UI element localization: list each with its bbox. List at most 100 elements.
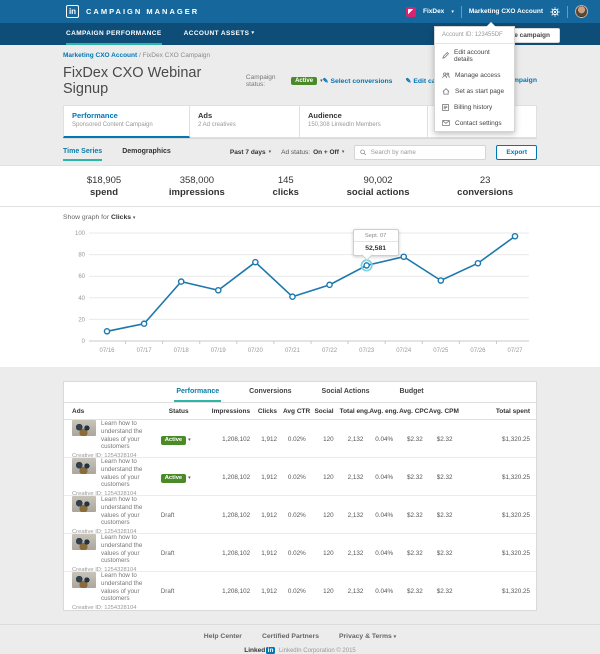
table-tab-social-actions[interactable]: Social Actions (321, 388, 370, 395)
table-row[interactable]: Learn how to understand the values of yo… (64, 534, 536, 573)
linkedin-logo-icon[interactable]: in (66, 5, 79, 18)
tab-time-series[interactable]: Time Series (63, 143, 103, 161)
table-tab-conversions[interactable]: Conversions (249, 388, 292, 395)
search-box (354, 144, 487, 160)
breadcrumb-account-link[interactable]: Marketing CXO Account (63, 52, 138, 59)
column-header: Clicks (257, 407, 277, 415)
metric-cell: 1,912 (261, 588, 277, 595)
creative-id: Creative ID: 1254328104 (72, 605, 137, 611)
breadcrumb: Marketing CXO Account / FixDex CXO Campa… (63, 52, 211, 59)
table-row[interactable]: Learn how to understand the values of yo… (64, 572, 536, 611)
metric-cell: $2.32 (407, 588, 423, 595)
company-logo-icon (405, 6, 416, 17)
column-header: Total eng. (339, 407, 370, 415)
campaign-status[interactable]: Campaign status: Active ▾ (245, 74, 323, 88)
envelope-icon (442, 120, 450, 126)
ads-table-card: Performance Conversions Social Actions B… (63, 381, 537, 611)
column-header: Ads (72, 407, 85, 415)
time-series-chart-section: Show graph for Clicks ▾ 0 20 40 60 80 100 07/1… (0, 207, 600, 367)
chart-canvas[interactable]: 0 20 40 60 80 100 07/16 07/17 07/18 07/19 07/20 07/… (63, 223, 537, 363)
account-id: Account ID: 123455DF (435, 27, 514, 44)
nav-campaign-performance[interactable]: CAMPAIGN PERFORMANCE (66, 23, 162, 45)
page-footer: Help Center Certified Partners Privacy &… (0, 624, 600, 654)
ad-thumbnail[interactable] (72, 572, 96, 588)
tab-audience[interactable]: Audience 150,308 LinkedIn Members (300, 105, 428, 138)
ads-table-section: Performance Conversions Social Actions B… (63, 367, 537, 611)
ad-status-cell[interactable]: Draft (161, 550, 211, 557)
svg-text:60: 60 (78, 274, 85, 280)
menu-item-edit-account[interactable]: Edit account details (435, 44, 514, 67)
menu-item-billing-history[interactable]: Billing history (435, 99, 514, 115)
metric-cell: $2.32 (407, 550, 423, 557)
stat-social-actions: 90,002 social actions (346, 174, 410, 198)
top-nav-bar: in CAMPAIGN MANAGER FixDex ▾ Marketing C… (0, 0, 600, 23)
table-row[interactable]: Learn how to understand the values of yo… (64, 420, 536, 459)
ad-thumbnail[interactable] (72, 534, 96, 550)
campaign-section-tabs: Performance Sponsored Content Campaign A… (63, 105, 537, 139)
billing-icon (442, 103, 449, 111)
ad-status-dropdown[interactable]: Ad status: On + Off ▾ (281, 148, 345, 156)
date-range-dropdown[interactable]: Past 7 days ▾ (229, 148, 272, 156)
ad-status-cell[interactable]: Draft (161, 588, 211, 595)
chevron-down-icon: ▾ (268, 149, 272, 155)
summary-stats: $18,905 spend 358,000 impressions 145 click… (0, 165, 600, 207)
svg-text:07/16: 07/16 (99, 348, 115, 354)
metric-cell: $2.32 (436, 436, 453, 443)
ad-thumbnail[interactable] (72, 420, 96, 436)
ad-cell: Learn how to understand the values of yo… (64, 534, 161, 573)
chevron-down-icon[interactable]: ▾ (451, 8, 454, 15)
ad-thumbnail[interactable] (72, 458, 96, 474)
tab-demographics[interactable]: Demographics (122, 148, 171, 155)
table-tab-performance[interactable]: Performance (174, 382, 222, 402)
ad-title: Learn how to understand the values of yo… (101, 572, 143, 603)
metric-cell: 1,912 (261, 436, 277, 443)
tooltip-date: Sept. 07 (353, 230, 398, 243)
table-row[interactable]: Learn how to understand the values of yo… (64, 496, 536, 535)
metric-cell: $2.32 (436, 550, 453, 557)
metric-cell: 0.02% (287, 550, 306, 557)
menu-item-manage-access[interactable]: Manage access (435, 67, 514, 83)
company-dropdown[interactable]: FixDex (422, 8, 445, 15)
status-text: Draft (160, 550, 175, 557)
user-avatar[interactable] (575, 5, 588, 18)
privacy-terms-link[interactable]: Privacy & Terms ▾ (339, 633, 397, 640)
svg-text:07/21: 07/21 (285, 348, 301, 354)
ad-title: Learn how to understand the values of yo… (101, 420, 143, 451)
status-badge: Active (160, 436, 187, 445)
export-button[interactable]: Export (496, 144, 537, 160)
ad-thumbnail[interactable] (72, 496, 96, 512)
status-text: Draft (160, 512, 175, 519)
chevron-down-icon: ▾ (188, 437, 191, 443)
tab-performance[interactable]: Performance Sponsored Content Campaign (63, 105, 190, 138)
svg-text:07/26: 07/26 (470, 348, 486, 354)
select-conversions-link[interactable]: ✎ Select conversions (322, 78, 393, 85)
ad-status-cell[interactable]: Draft (161, 512, 211, 519)
certified-partners-link[interactable]: Certified Partners (261, 633, 319, 640)
table-tab-budget[interactable]: Budget (399, 388, 424, 395)
stat-spend: $18,905 spend (86, 174, 122, 198)
help-center-link[interactable]: Help Center (203, 633, 242, 640)
nav-account-assets[interactable]: ACCOUNT ASSETS ▾ (183, 29, 255, 37)
ad-cell: Learn how to understand the values of yo… (64, 496, 161, 535)
ad-status-cell[interactable]: Active ▾ (160, 436, 211, 445)
metric-cell: 0.04% (375, 550, 394, 557)
metric-cell: $2.32 (436, 512, 453, 519)
page-title: FixDex CXO Webinar Signup (63, 65, 202, 97)
tab-ads[interactable]: Ads 2 Ad creatives (190, 105, 300, 138)
table-row[interactable]: Learn how to understand the values of yo… (64, 458, 536, 497)
metric-cell: 0.04% (375, 588, 394, 595)
menu-item-contact-settings[interactable]: Contact settings (435, 115, 514, 131)
stat-clicks: 145 clicks (272, 174, 299, 198)
menu-item-set-start-page[interactable]: Set as start page (435, 83, 514, 99)
account-name[interactable]: Marketing CXO Account (468, 8, 543, 15)
metric-cell: 0.02% (287, 588, 306, 595)
metric-cell: 1,208,102 (222, 436, 251, 443)
stat-conversions: 23 conversions (457, 174, 514, 198)
metric-cell: 0.02% (287, 436, 306, 443)
svg-text:100: 100 (75, 231, 86, 237)
ad-status-cell[interactable]: Active ▾ (160, 474, 211, 483)
gear-icon[interactable] (550, 6, 560, 17)
search-input[interactable] (370, 148, 481, 156)
metric-cell: $1,320.25 (501, 474, 530, 481)
show-graph-for-dropdown[interactable]: Show graph for Clicks ▾ (63, 214, 136, 221)
